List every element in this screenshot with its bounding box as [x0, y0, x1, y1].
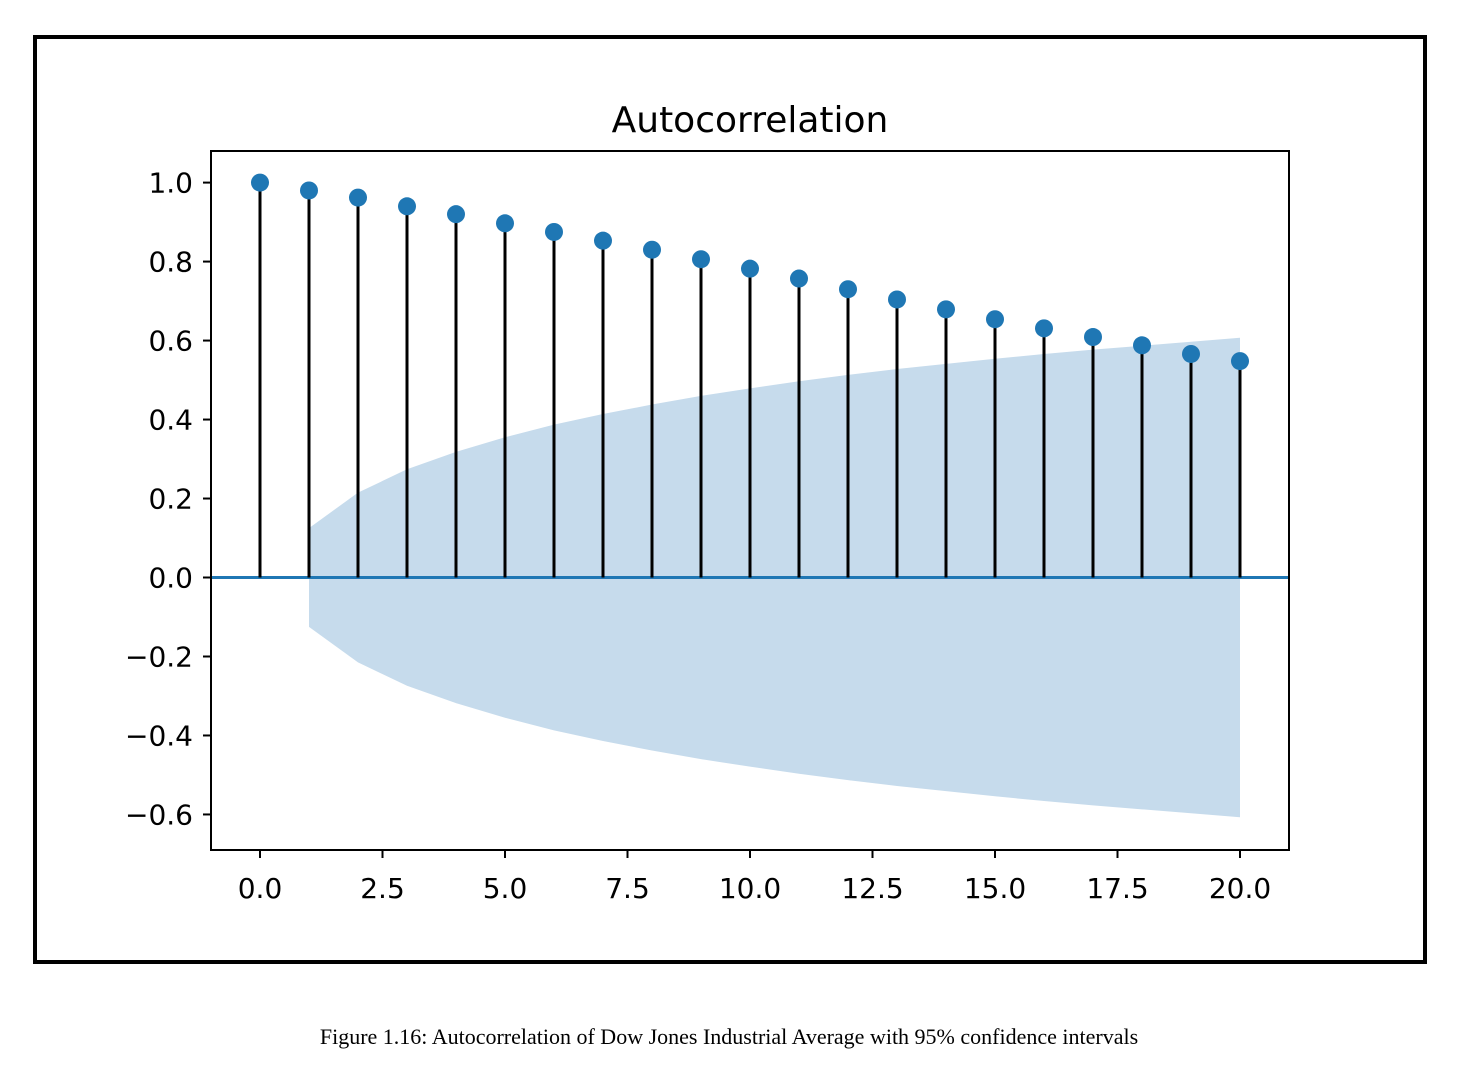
x-tick-label: 10.0 — [719, 872, 781, 905]
acf-point — [1182, 344, 1200, 363]
x-tick-label: 12.5 — [841, 872, 903, 905]
acf-point — [594, 231, 612, 250]
acf-point — [937, 300, 955, 319]
acf-point — [496, 214, 514, 233]
acf-point — [888, 290, 906, 309]
y-tick-label: 0.6 — [148, 325, 193, 358]
acf-point — [986, 310, 1004, 329]
acf-point — [643, 240, 661, 259]
acf-point — [1035, 319, 1053, 338]
x-tick-label: 15.0 — [964, 872, 1026, 905]
y-axis-ticks: 1.0 0.8 0.6 0.4 0.2 0.0 −0.2 −0.4 −0.6 — [125, 167, 211, 831]
x-tick-label: 7.5 — [605, 872, 650, 905]
y-tick-label: 0.8 — [148, 246, 193, 279]
acf-point — [398, 197, 416, 216]
figure-caption: Figure 1.16: Autocorrelation of Dow Jone… — [319, 1024, 1139, 1049]
y-tick-label: 0.0 — [148, 562, 193, 595]
acf-point — [1231, 352, 1249, 371]
acf-point — [790, 269, 808, 288]
autocorrelation-chart: Autocorrelation 0.0 2.5 5.0 7.5 10.0 12.5 15.0… — [125, 100, 1290, 905]
x-tick-label: 20.0 — [1209, 872, 1271, 905]
acf-point — [300, 181, 318, 200]
acf-point — [447, 205, 465, 224]
stem-layer — [258, 182, 1242, 578]
y-tick-label: −0.6 — [125, 798, 193, 831]
acf-point — [1133, 336, 1151, 355]
y-tick-label: 0.4 — [148, 404, 193, 437]
x-tick-label: 2.5 — [360, 872, 405, 905]
chart-title: Autocorrelation — [612, 100, 889, 141]
acf-point — [349, 188, 367, 207]
acf-point — [839, 280, 857, 299]
y-tick-label: −0.2 — [125, 640, 193, 673]
y-tick-label: −0.4 — [125, 719, 193, 752]
x-tick-label: 17.5 — [1086, 872, 1148, 905]
acf-point — [741, 259, 759, 278]
x-tick-label: 5.0 — [483, 872, 528, 905]
x-tick-label: 0.0 — [238, 872, 283, 905]
y-tick-label: 0.2 — [148, 483, 193, 516]
x-axis-ticks: 0.0 2.5 5.0 7.5 10.0 12.5 15.0 17.5 20.0 — [238, 850, 1271, 905]
acf-point — [692, 250, 710, 269]
acf-point — [1084, 328, 1102, 347]
acf-point — [251, 173, 269, 192]
acf-point — [545, 222, 563, 241]
marker-layer — [251, 173, 1249, 371]
y-tick-label: 1.0 — [148, 167, 193, 200]
